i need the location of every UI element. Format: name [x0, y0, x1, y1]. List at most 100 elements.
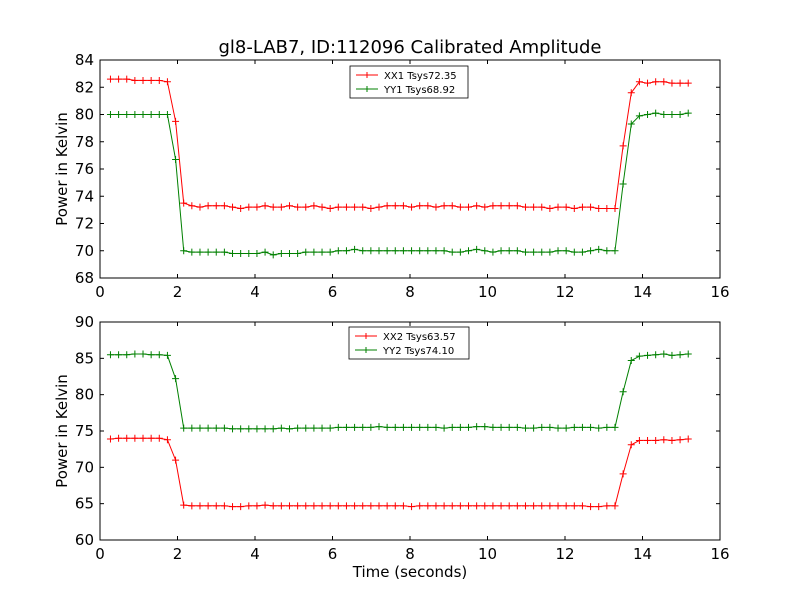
chart1-series-2-point: [367, 247, 375, 255]
chart1-series-2-point: [538, 248, 546, 256]
chart1-series-1-point: [302, 203, 310, 211]
chart2-series-2-point: [603, 423, 611, 431]
chart1-series-2-point: [180, 247, 188, 255]
chart1-x-tick-label: 12: [555, 283, 574, 301]
chart2-series-2-point: [456, 423, 464, 431]
chart2-series-2-point: [521, 424, 529, 432]
chart1-series-1-point: [473, 202, 481, 210]
chart1-series-2-point: [310, 248, 318, 256]
chart2-series-2-point: [318, 424, 326, 432]
chart2-series-2-point: [139, 350, 147, 358]
chart2-series-1-point: [196, 502, 204, 510]
chart2-series-1-point: [147, 434, 155, 442]
chart2-x-tick-label: 10: [478, 545, 497, 563]
chart2-series-1-point: [302, 502, 310, 510]
chart1-series-2-point: [229, 249, 237, 257]
chart2-series-2-point: [578, 423, 586, 431]
chart1-series-1-point: [587, 203, 595, 211]
chart2-legend-box: [348, 326, 470, 360]
chart2-series-1-point: [106, 435, 114, 443]
chart1-series-1-point: [147, 76, 155, 84]
chart2-y-tick-label: 70: [75, 458, 94, 476]
chart2-series-1-point: [359, 502, 367, 510]
chart1-series-2-point: [261, 248, 269, 256]
chart1-series-1-point: [595, 205, 603, 213]
chart1-series-2-point: [399, 247, 407, 255]
chart1-series-1-point: [562, 203, 570, 211]
chart2-series-1-point: [188, 502, 196, 510]
chart1-series-1-point: [497, 202, 505, 210]
chart2-series-1-point: [611, 502, 619, 510]
chart2-series-1-point: [115, 434, 123, 442]
chart1-series-2-point: [172, 155, 180, 163]
chart1-series-1-point: [635, 78, 643, 86]
chart1-x-tick-label: 16: [710, 283, 729, 301]
chart1-series-2-point: [115, 111, 123, 118]
chart1-series-1-point: [285, 202, 293, 210]
chart2-series-2-point: [497, 423, 505, 431]
chart2-series-1-point: [204, 502, 212, 510]
chart1-series-1-point: [627, 89, 635, 97]
chart1-series-1-point: [391, 202, 399, 210]
chart1-series-2-point: [530, 248, 538, 256]
chart2-series-1-point: [326, 502, 334, 510]
chart1-series-1-point: [334, 203, 342, 211]
chart2-series-2-point: [554, 424, 562, 432]
chart1-series-2-point: [627, 120, 635, 128]
chart2-series-2-point: [147, 351, 155, 359]
chart2-series-1-point: [627, 441, 635, 449]
chart1-series-2-point: [505, 247, 513, 255]
chart2-series-2-point: [359, 423, 367, 431]
chart2-series-2-point: [587, 423, 595, 431]
chart1-series-2-point: [570, 248, 578, 256]
chart1-series-2-point: [155, 111, 163, 118]
chart2-series-1-point: [456, 502, 464, 510]
chart2-series-1-point: [595, 503, 603, 511]
chart2-y-tick-label: 65: [75, 495, 94, 513]
chart1-series-1-point: [481, 203, 489, 211]
chart2-series-1-point: [538, 502, 546, 510]
chart2-series-2-point: [261, 425, 269, 433]
chart2-series-1-point: [172, 456, 180, 464]
chart1-series-1-point: [448, 202, 456, 210]
chart1-series-1-point: [619, 142, 627, 150]
chart2-series-2-point: [180, 424, 188, 432]
chart1-series-1-point: [505, 202, 513, 210]
chart2-y-tick-label: 85: [75, 349, 94, 367]
chart1-x-tick-label: 4: [250, 283, 260, 301]
chart2-series-1-point: [310, 502, 318, 510]
chart2-series-1-point: [269, 502, 277, 510]
chart2-x-tick-label: 6: [328, 545, 338, 563]
chart2-series-1-point: [180, 501, 188, 509]
chart2-series-1-point: [513, 502, 521, 510]
chart1-series-2-point: [188, 248, 196, 256]
chart2-legend-marker: [363, 347, 369, 353]
chart2-series-1-point: [139, 434, 147, 442]
chart2-legend-marker: [363, 333, 369, 339]
chart1-series-1-point: [546, 205, 554, 213]
chart1-series-1-point: [342, 203, 350, 211]
chart2-series-1-point: [229, 503, 237, 511]
chart2-series-1-point: [530, 502, 538, 510]
chart1-series-1-point: [554, 203, 562, 211]
chart2-y-axis-label: Power in Kelvin: [53, 374, 71, 488]
chart1-series-1-point: [163, 78, 171, 86]
bottom-chart-panel: 0 2 4 6 8 10 12 14 16 60 65 70 75 80 85 90 Power in Kelv…: [53, 313, 730, 581]
chart2-series-2-point: [326, 424, 334, 432]
chart1-series-1-point: [513, 202, 521, 210]
chart2-series-2-point: [277, 424, 285, 432]
chart1-series-2-point: [554, 247, 562, 255]
chart1-series-1-point: [212, 202, 220, 210]
chart2-y-tick-label: 90: [75, 313, 94, 331]
chart2-series-1-point: [587, 503, 595, 511]
chart1-series-2-point: [595, 245, 603, 253]
chart2-legend-label: YY2 Tsys74.10: [382, 346, 454, 357]
chart2-series-2-point: [627, 357, 635, 365]
chart2-series-1-point: [123, 434, 131, 442]
chart1-series-2-point: [635, 112, 643, 120]
chart2-series-2-point: [245, 425, 253, 433]
chart1-series-1-point: [465, 203, 473, 211]
chart2-series-1-point: [351, 502, 359, 510]
chart1-y-tick-label: 78: [75, 133, 94, 151]
